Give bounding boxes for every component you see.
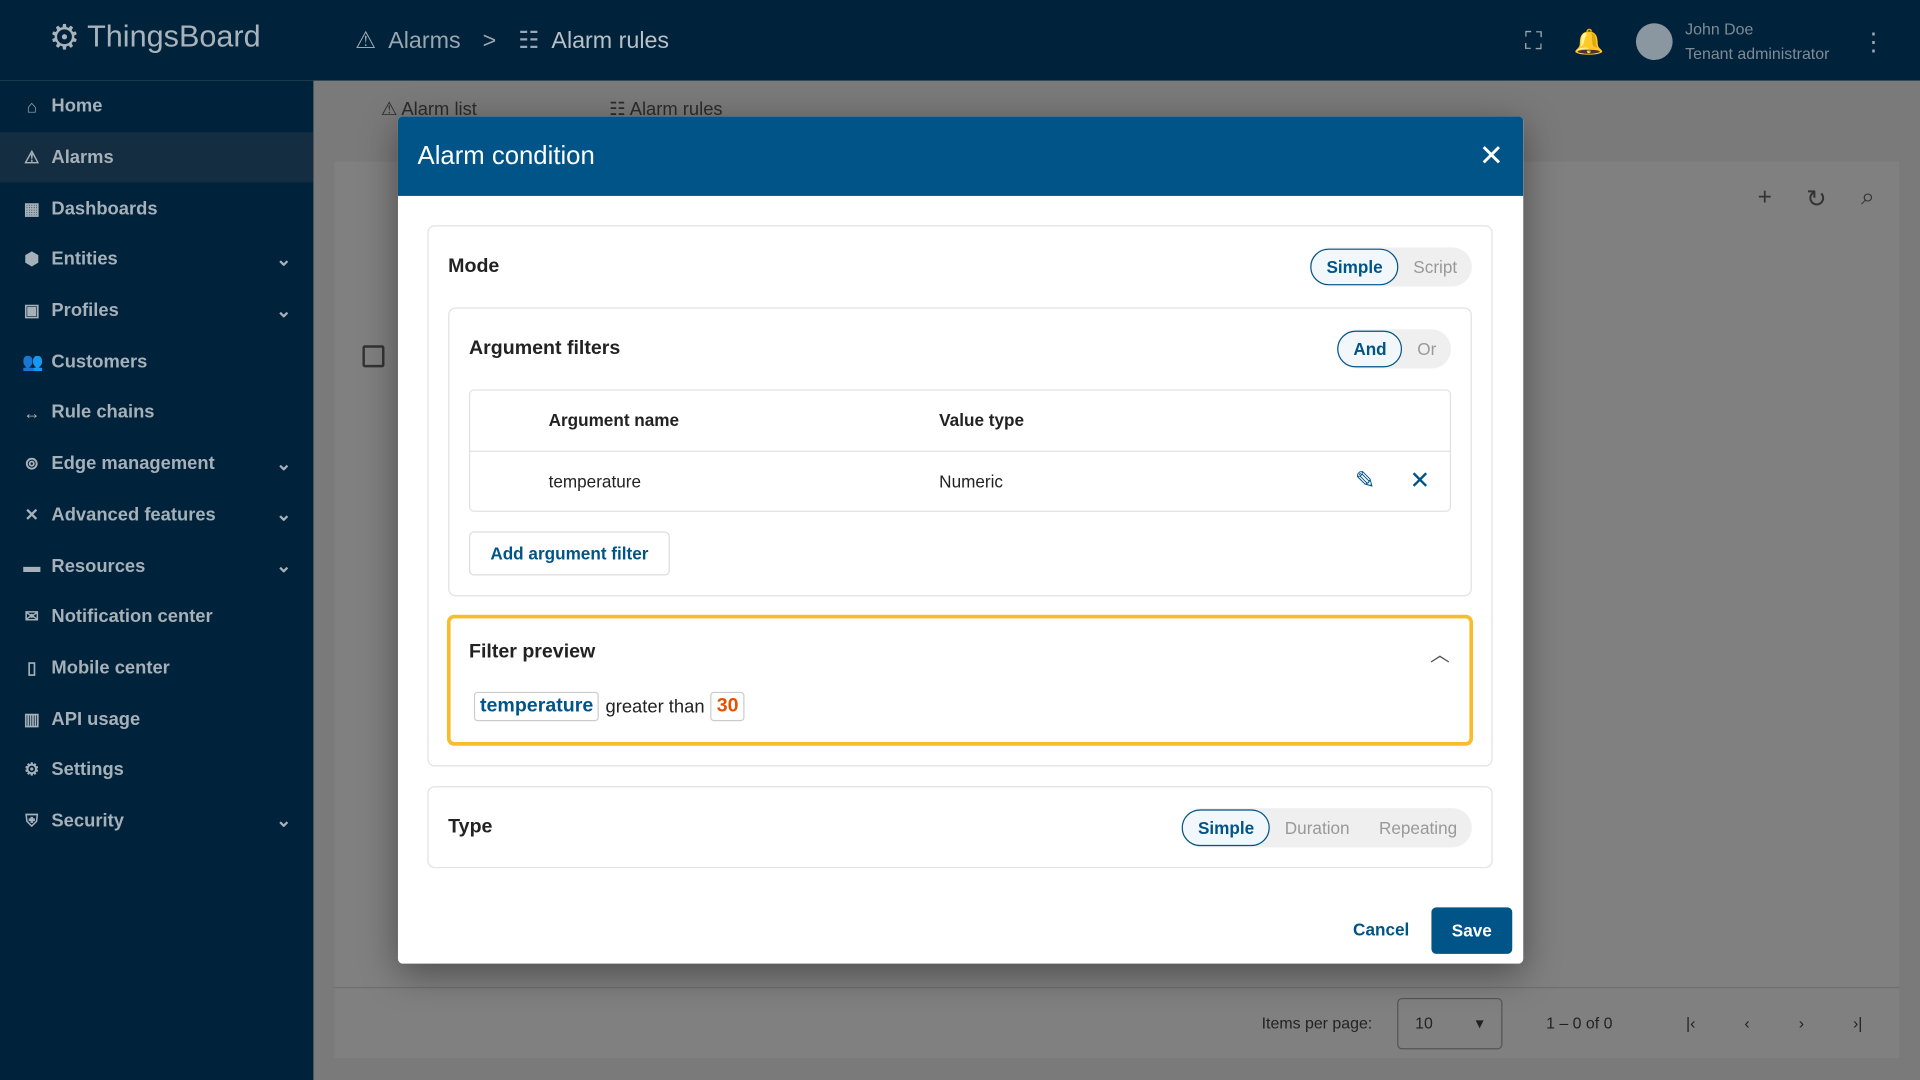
chevron-down-icon[interactable]: ⌄ [276, 249, 292, 271]
dialog-title: Alarm condition [417, 141, 595, 170]
type-toggle: Simple Duration Repeating [1182, 808, 1472, 848]
type-repeating[interactable]: Repeating [1378, 817, 1458, 838]
chevron-down-icon[interactable]: ⌄ [276, 504, 292, 526]
breadcrumb-alarms[interactable]: Alarms [388, 27, 461, 54]
filter-preview-section: Filter preview ︿ temperature greater tha… [446, 614, 1474, 746]
warning-icon: ⚠ [355, 28, 376, 54]
user-menu[interactable]: John Doe Tenant administrator [1636, 17, 1829, 66]
customers-icon: 👥 [22, 351, 44, 371]
sidebar-item-customers[interactable]: 👥 Customers [22, 351, 148, 372]
notification-icon: ✉ [24, 606, 40, 626]
rule-chains-icon: ↔ [23, 402, 41, 423]
profiles-icon: ▣ [23, 300, 40, 320]
gear-icon: ⚙ [24, 759, 40, 780]
alarm-condition-dialog: Alarm condition ✕ Mode Simple Script Argum… [397, 116, 1524, 964]
chevron-down-icon[interactable]: ⌄ [276, 555, 292, 577]
search-icon[interactable]: ⌕ [1860, 183, 1875, 211]
prev-page-icon[interactable]: ‹ [1744, 1013, 1750, 1033]
edit-icon[interactable]: ✎ [1354, 468, 1376, 496]
top-bar: ⚙ ThingsBoard ⚠ Alarms > ☷ Alarm rules ⛶ 🔔 … [0, 0, 1920, 81]
mode-script[interactable]: Script [1413, 257, 1458, 277]
collapse-icon[interactable]: ︿ [1430, 645, 1450, 667]
cancel-button[interactable]: Cancel [1353, 919, 1410, 940]
sidebar-item-advanced-features[interactable]: ✕ Advanced features ⌄ [0, 489, 313, 540]
sidebar-item-settings[interactable]: ⚙ Settings [0, 744, 313, 795]
type-simple[interactable]: Simple [1182, 809, 1271, 847]
bell-icon[interactable]: 🔔 [1573, 28, 1605, 56]
sidebar-item-profiles[interactable]: ▣ Profiles ⌄ [23, 300, 292, 322]
entities-icon: ⬢ [24, 249, 40, 269]
select-all-checkbox[interactable] [362, 345, 385, 368]
items-per-page-select[interactable]: 10 ▾ [1396, 997, 1503, 1049]
fullscreen-icon[interactable]: ⛶ [1524, 27, 1543, 55]
sidebar-item-home[interactable]: ⌂ Home [0, 81, 313, 132]
sidebar-item-rule-chains[interactable]: ↔ Rule chains [23, 402, 155, 424]
sidebar: ⌂ Home ⚠ Alarms ▦ Dashboards ⬢ Entities ⌄ ▣ Profil… [0, 80, 314, 1080]
argument-filters-section: Argument filters And Or Argument name Valu… [448, 307, 1472, 597]
tools-icon: ✕ [24, 504, 40, 524]
home-icon: ⌂ [26, 96, 38, 117]
mobile-icon: ▯ [27, 657, 37, 678]
delete-icon[interactable]: ✕ [1409, 468, 1431, 496]
next-page-icon[interactable]: › [1798, 1013, 1805, 1033]
close-icon[interactable]: ✕ [1479, 139, 1504, 173]
chevron-down-icon[interactable]: ⌄ [276, 811, 292, 833]
dashboard-icon: ▦ [23, 198, 40, 218]
sidebar-item-notification-center[interactable]: ✉ Notification center [0, 591, 313, 642]
last-page-icon[interactable]: ›| [1852, 1013, 1863, 1033]
avatar [1636, 23, 1673, 61]
sidebar-item-edge-management[interactable]: ⊚ Edge management ⌄ [0, 438, 313, 489]
user-name: John Doe [1685, 19, 1754, 38]
sidebar-item-security[interactable]: ⛨ Security ⌄ [0, 795, 313, 846]
mode-section: Mode Simple Script Argument filters And Or… [427, 225, 1493, 767]
operator-or[interactable]: Or [1417, 339, 1437, 359]
breadcrumb: ⚠ Alarms > ☷ Alarm rules [355, 27, 670, 54]
save-button[interactable]: Save [1431, 907, 1513, 954]
edge-icon: ⊚ [24, 453, 40, 473]
sidebar-item-dashboards[interactable]: ▦ Dashboards [23, 198, 158, 219]
sidebar-item-entities[interactable]: ⬢ Entities ⌄ [0, 234, 313, 285]
shield-icon: ⛨ [25, 810, 39, 831]
tab-alarm-rules[interactable]: ☷ Alarm rules [609, 99, 723, 121]
warning-icon: ⚠ [24, 146, 40, 167]
table-row: temperature Numeric ✎ ✕ [470, 450, 1450, 511]
app-logo[interactable]: ⚙ ThingsBoard [48, 18, 261, 57]
chevron-down-icon[interactable]: ⌄ [276, 453, 292, 475]
type-duration[interactable]: Duration [1284, 817, 1350, 838]
add-argument-filter-button[interactable]: Add argument filter [468, 531, 670, 576]
breadcrumb-alarm-rules: Alarm rules [551, 27, 670, 54]
mode-toggle: Simple Script [1310, 247, 1472, 287]
mode-simple[interactable]: Simple [1310, 248, 1399, 286]
chevron-down-icon[interactable]: ⌄ [276, 300, 292, 322]
sidebar-item-mobile-center[interactable]: ▯ Mobile center [0, 642, 313, 693]
folder-icon: ▬ [23, 555, 41, 576]
operator-and[interactable]: And [1337, 330, 1403, 368]
more-vert-icon[interactable]: ⋮ [1861, 28, 1886, 56]
type-section: Type Simple Duration Repeating [427, 786, 1493, 869]
sidebar-item-resources[interactable]: ▬ Resources ⌄ [23, 555, 292, 577]
add-icon[interactable]: + [1757, 183, 1772, 211]
sidebar-item-alarms[interactable]: ⚠ Alarms [0, 131, 314, 183]
tune-icon: ☷ [518, 28, 540, 54]
logo-icon: ⚙ [48, 18, 80, 57]
first-page-icon[interactable]: |‹ [1685, 1013, 1696, 1033]
tab-alarm-list[interactable]: ⚠ Alarm list [380, 99, 477, 121]
refresh-icon[interactable]: ↻ [1806, 186, 1827, 214]
sidebar-item-api-usage[interactable]: ▥ API usage [23, 708, 141, 730]
operator-toggle: And Or [1337, 329, 1452, 369]
argument-table: Argument name Value type temperature Numer… [468, 389, 1452, 512]
chart-icon: ▥ [23, 708, 40, 729]
user-role: Tenant administrator [1685, 44, 1830, 63]
